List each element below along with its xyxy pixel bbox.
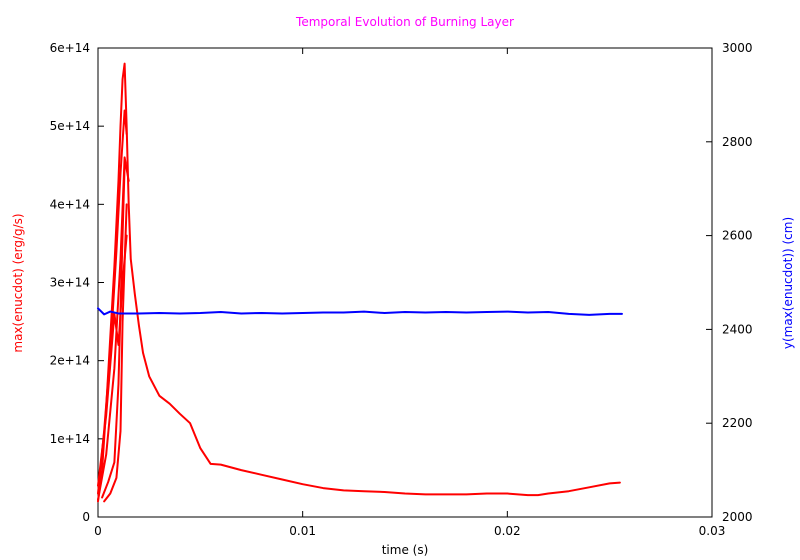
x-axis-title: time (s)	[382, 543, 429, 557]
plot-frame	[97, 47, 713, 518]
x-tick-label: 0	[94, 524, 102, 538]
x-tick-label: 0.02	[494, 524, 521, 538]
y-left-tick-label: 5e+14	[50, 119, 90, 133]
y-right-tick-label: 2200	[722, 416, 753, 430]
y-right-tick-label: 3000	[722, 41, 753, 55]
max-enucdot-line-3	[101, 164, 126, 499]
max-enucdot-line-4	[103, 203, 128, 503]
x-axis-ticks: 0 0.01 0.02 0.03	[94, 48, 725, 538]
y-left-axis-ticks: 0 1e+14 2e+14 3e+14 4e+14 5e+14 6e+14	[50, 41, 104, 524]
y-right-tick-label: 2800	[722, 135, 753, 149]
y-left-tick-label: 6e+14	[50, 41, 90, 55]
y-left-tick-label: 4e+14	[50, 197, 90, 211]
y-right-axis-ticks: 2000 2200 2400 2600 2800 3000	[706, 41, 753, 524]
y-right-tick-label: 2000	[722, 510, 753, 524]
y-right-axis-title: y(max(enucdot)) (cm)	[781, 217, 795, 349]
y-left-tick-label: 2e+14	[50, 354, 90, 368]
max-enucdot-line-0	[97, 62, 621, 503]
series-layer	[97, 62, 623, 503]
x-tick-label: 0.01	[289, 524, 316, 538]
y-right-tick-label: 2600	[722, 229, 753, 243]
y-left-tick-label: 3e+14	[50, 276, 90, 290]
y-max-enucdot-line-6	[97, 307, 623, 316]
max-enucdot-line-5	[97, 234, 128, 487]
y-right-tick-label: 2400	[722, 322, 753, 336]
chart-title: Temporal Evolution of Burning Layer	[295, 15, 514, 29]
y-left-tick-label: 1e+14	[50, 432, 90, 446]
y-left-tick-label: 0	[82, 510, 90, 524]
y-left-axis-title: max(enucdot) (erg/g/s)	[11, 213, 25, 352]
x-tick-label: 0.03	[699, 524, 726, 538]
